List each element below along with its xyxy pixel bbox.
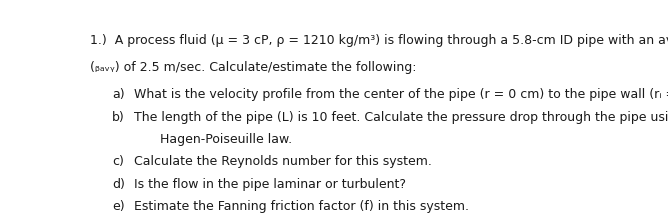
Text: The length of the pipe (L) is 10 feet. Calculate the pressure drop through the p: The length of the pipe (L) is 10 feet. C… — [134, 111, 668, 124]
Text: b): b) — [112, 111, 125, 124]
Text: Estimate the Fanning friction factor (f) in this system.: Estimate the Fanning friction factor (f)… — [134, 200, 469, 213]
Text: What is the velocity profile from the center of the pipe (r = 0 cm) to the pipe : What is the velocity profile from the ce… — [134, 88, 668, 101]
Text: Is the flow in the pipe laminar or turbulent?: Is the flow in the pipe laminar or turbu… — [134, 178, 406, 191]
Text: (ᵦₐᵥᵧ) of 2.5 m/sec. Calculate/estimate the following:: (ᵦₐᵥᵧ) of 2.5 m/sec. Calculate/estimate … — [90, 61, 416, 74]
Text: 1.)  A process fluid (μ = 3 cP, ρ = 1210 kg/m³) is flowing through a 5.8-cm ID p: 1.) A process fluid (μ = 3 cP, ρ = 1210 … — [90, 34, 668, 47]
Text: c): c) — [112, 155, 124, 168]
Text: e): e) — [112, 200, 125, 213]
Text: Hagen-Poiseuille law.: Hagen-Poiseuille law. — [160, 133, 292, 146]
Text: Calculate the Reynolds number for this system.: Calculate the Reynolds number for this s… — [134, 155, 432, 168]
Text: d): d) — [112, 178, 125, 191]
Text: a): a) — [112, 88, 125, 101]
